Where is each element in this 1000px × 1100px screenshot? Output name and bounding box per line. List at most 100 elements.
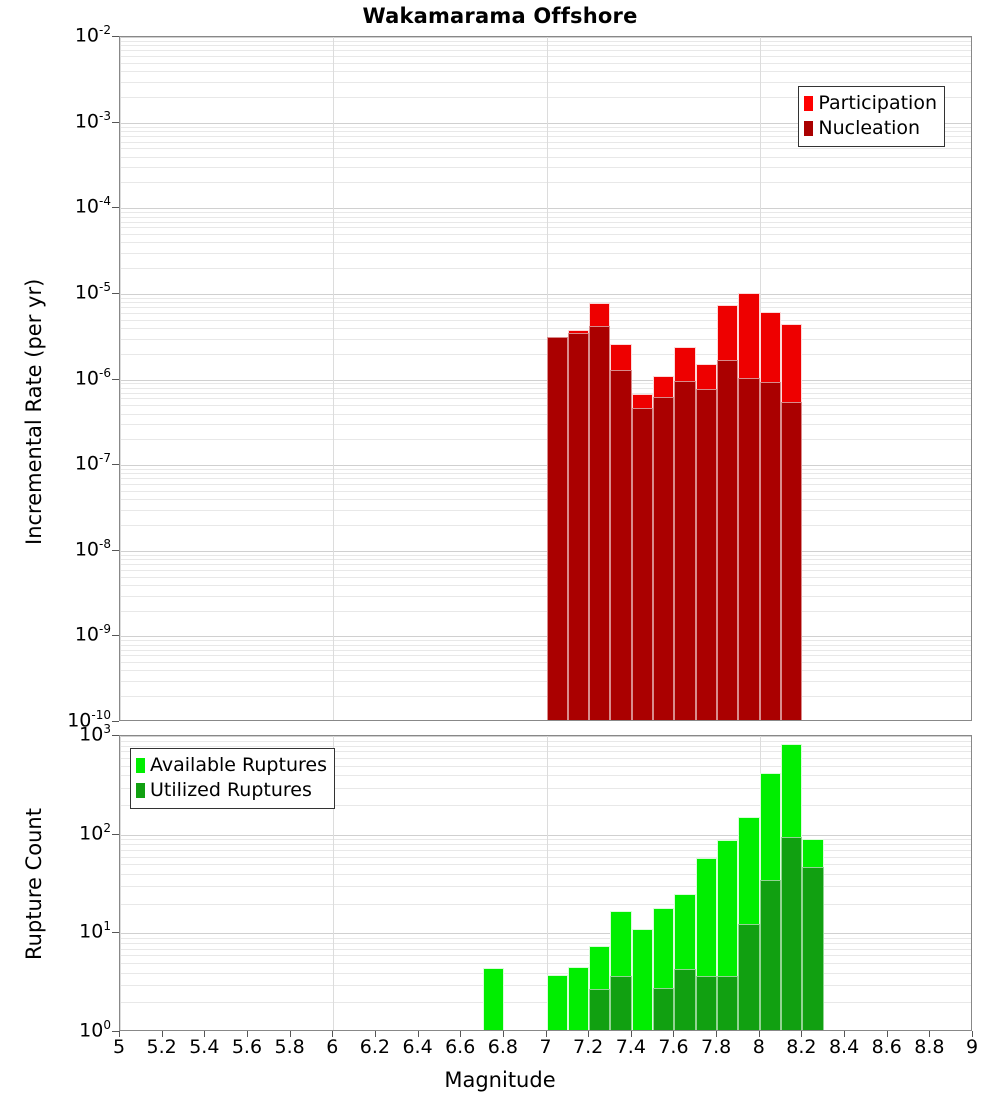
legend-swatch-icon [804,121,813,136]
legend-label: Available Ruptures [150,756,327,775]
legend-item[interactable]: Participation [804,91,937,116]
legend-label: Utilized Ruptures [150,781,312,800]
gridline-minor [120,577,971,578]
bar-group [674,736,695,1030]
bar-group [674,37,695,720]
x-axis-tick [546,1031,547,1037]
bar-segment-nucleation [781,402,802,720]
bar-segment-available [632,929,653,1030]
y-axis-tick-label: 10-2 [75,24,111,45]
x-axis-tick [588,1031,589,1037]
bar-segment-available [483,968,504,1030]
y-axis-title-bottom: Rupture Count [22,808,46,960]
legend-swatch-icon [804,96,813,111]
bar-segment-available [568,967,589,1030]
bar-group [802,736,823,1030]
y-axis-tick-label: 10-7 [75,452,111,473]
x-axis-tick [844,1031,845,1037]
bar-segment-utilized [653,988,674,1030]
bar-group [589,37,610,720]
gridline-minor [120,388,971,389]
gridline-minor [120,45,971,46]
gridline-minor [120,746,971,747]
y-axis-tick [112,1031,119,1032]
legend-incremental-rate: ParticipationNucleation [798,86,945,147]
legend-item[interactable]: Utilized Ruptures [136,778,327,803]
x-axis-tick [332,1031,333,1037]
bar-segment-nucleation [568,333,589,720]
y-axis-tick-label: 10-4 [75,195,111,216]
x-axis-tick [119,1031,120,1037]
gridline-minor [120,393,971,394]
y-axis-tick [112,207,119,208]
y-axis-tick-label: 102 [79,822,111,843]
gridline-minor [120,681,971,682]
gridline-minor [120,1002,971,1003]
bar-group [610,37,631,720]
gridline-minor [120,383,971,384]
bar-group [717,736,738,1030]
gridline-minor [120,217,971,218]
gridline-minor [120,307,971,308]
bar-group [568,736,589,1030]
x-axis-tick [162,1031,163,1037]
figure-root: Wakamarama Offshore ParticipationNucleat… [0,0,1000,1100]
gridline-minor [120,302,971,303]
gridline-minor [120,963,971,964]
y-axis-tick-label: 10-3 [75,110,111,131]
gridline-minor [120,555,971,556]
legend-swatch-icon [136,783,145,798]
gridline-minor [120,559,971,560]
bar-group [696,736,717,1030]
gridline-minor [120,741,971,742]
bar-group [781,736,802,1030]
x-axis-tick [929,1031,930,1037]
bar-segment-nucleation [738,378,759,720]
gridline-minor [120,50,971,51]
bar-segment-available [547,975,568,1030]
gridline-minor [120,469,971,470]
gridline-minor [120,839,971,840]
y-axis-tick-label: 10-5 [75,281,111,302]
y-axis-tick [112,379,119,380]
gridline-minor [120,570,971,571]
bar-segment-utilized [760,880,781,1030]
gridline-minor [120,525,971,526]
gridline-major [120,933,971,934]
gridline-minor [120,320,971,321]
gridline-minor [120,354,971,355]
gridline-major [120,551,971,552]
bar-group [653,37,674,720]
gridline-minor [120,439,971,440]
x-axis-tick [801,1031,802,1037]
gridline-vertical [120,736,121,1030]
y-axis-tick-label: 10-6 [75,367,111,388]
x-axis-tick [290,1031,291,1037]
legend-rupture-count: Available Ruptures Utilized Ruptures [130,748,335,809]
gridline-minor [120,268,971,269]
gridline-minor [120,585,971,586]
x-axis-tick [759,1031,760,1037]
bar-segment-nucleation [653,397,674,720]
gridline-minor [120,82,971,83]
legend-item[interactable]: Nucleation [804,116,937,141]
gridline-major [120,736,971,737]
bar-segment-nucleation [610,370,631,720]
gridline-minor [120,473,971,474]
bar-group [547,736,568,1030]
legend-item[interactable]: Available Ruptures [136,753,327,778]
bar-group [738,736,759,1030]
x-axis-tick [418,1031,419,1037]
bar-group [696,37,717,720]
gridline-minor [120,234,971,235]
legend-swatch-icon [136,758,145,773]
gridline-minor [120,56,971,57]
gridline-minor [120,904,971,905]
x-axis-tick [631,1031,632,1037]
bar-segment-utilized [696,976,717,1030]
gridline-minor [120,973,971,974]
x-axis-tick [887,1031,888,1037]
bar-segment-utilized [674,969,695,1030]
y-axis-tick [112,293,119,294]
gridline-minor [120,484,971,485]
